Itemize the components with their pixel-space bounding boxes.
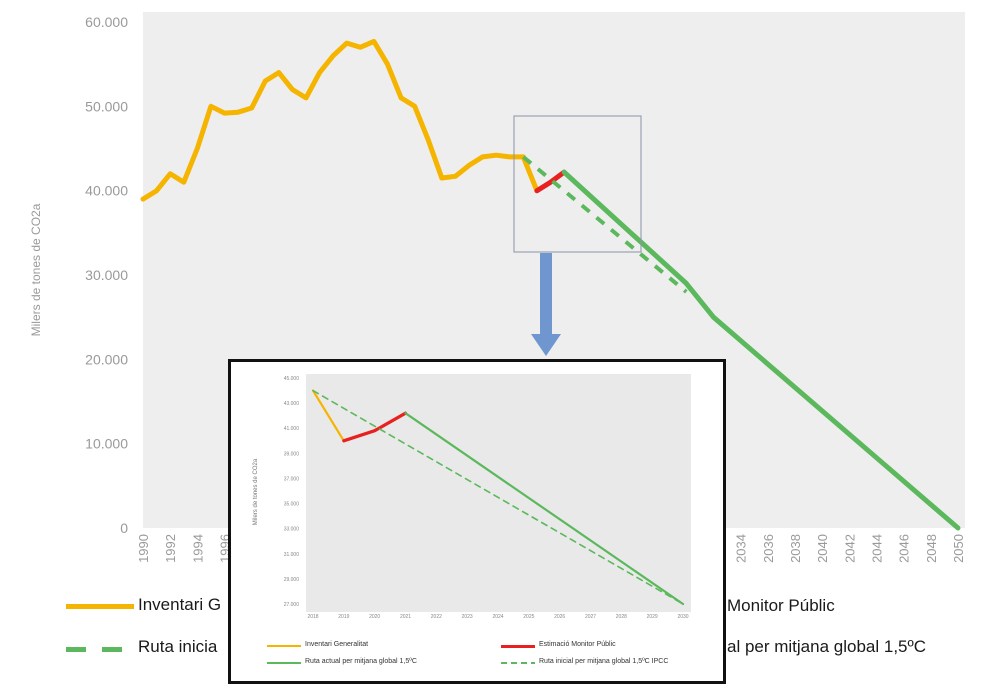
y-tick-label: 40.000 <box>85 183 128 199</box>
y-axis-ticks: 0 10.000 20.000 30.000 40.000 50.000 60.000 <box>85 14 128 536</box>
x-tick-label: 2038 <box>788 534 803 563</box>
inset-x-tick-label: 2019 <box>338 614 349 620</box>
inset-legend-label-inventari: Inventari Generalitat <box>305 641 369 648</box>
legend-swatch-inventari <box>66 604 134 609</box>
inset-x-tick-label: 2023 <box>462 614 473 620</box>
inset-legend-label-monitor: Estimació Monitor Públic <box>539 641 616 648</box>
series-line-ruta-actual-per-mitjana-global-1-5-c <box>561 169 961 531</box>
x-tick-label: 2046 <box>897 534 912 563</box>
zoom-arrow <box>531 253 561 356</box>
main-series <box>140 38 961 531</box>
legend-swatch-ruta-inicial <box>66 647 130 652</box>
y-tick-label: 10.000 <box>85 436 128 452</box>
inset-x-tick-label: 2020 <box>369 614 380 620</box>
inset-x-tick-label: 2028 <box>616 614 627 620</box>
inset-x-tick-label: 2025 <box>523 614 534 620</box>
inset-y-tick-label: 29.000 <box>284 577 300 583</box>
y-tick-label: 50.000 <box>85 98 128 114</box>
inset-x-tick-label: 2022 <box>431 614 442 620</box>
x-tick-label: 2044 <box>870 534 885 563</box>
inset-legend-swatch-inventari <box>267 645 301 647</box>
inset-series-line-ruta-actual-per-mitjana-global-1-5-c <box>404 412 685 606</box>
inset-y-tick-label: 41.000 <box>284 426 300 432</box>
x-tick-label: 2040 <box>815 534 830 563</box>
inset-y-tick-label: 35.000 <box>284 502 300 508</box>
inset-series <box>311 389 685 606</box>
inset-legend-swatch-ruta-actual <box>267 662 301 664</box>
inset-y-axis-ticks: 27.000 29.000 31.000 33.000 35.000 37.000 39.0… <box>284 376 300 608</box>
x-tick-label: 2048 <box>924 534 939 563</box>
inset-x-tick-label: 2018 <box>307 614 318 620</box>
inset-chart: 27.000 29.000 31.000 33.000 35.000 37.000 39.0… <box>253 374 691 620</box>
x-tick-label: 2050 <box>951 534 966 563</box>
inset-x-tick-label: 2021 <box>400 614 411 620</box>
inset-y-tick-label: 43.000 <box>284 401 300 407</box>
x-tick-label: 1992 <box>163 534 178 563</box>
y-tick-label: 20.000 <box>85 351 128 367</box>
x-tick-label: 1994 <box>190 534 205 563</box>
x-tick-label: 2034 <box>734 534 749 563</box>
series-line-inventari-generalitat <box>140 38 540 202</box>
inset-x-tick-label: 2030 <box>677 614 688 620</box>
inset-x-tick-label: 2027 <box>585 614 596 620</box>
x-tick-label: 2036 <box>761 534 776 563</box>
inset-y-tick-label: 37.000 <box>284 476 300 482</box>
inset-series-line-ruta-inicial-per-mitjana-global-1-5-c-ipcc <box>312 389 684 605</box>
inset-legend-label-ruta-inicial: Ruta inicial per mitjana global 1,5ºC IP… <box>539 658 669 665</box>
x-tick-label: 2042 <box>842 534 857 563</box>
inset-x-tick-label: 2024 <box>492 614 503 620</box>
y-tick-label: 0 <box>120 520 128 536</box>
legend-label-inventari: Inventari G <box>138 595 222 614</box>
inset-x-axis-ticks: 2018 2019 2020 2021 2022 2023 2024 2025 2026 2027… <box>307 614 688 620</box>
inset-x-tick-label: 2029 <box>647 614 658 620</box>
inset-legend-swatch-ruta-inicial <box>501 662 535 664</box>
series-line-ruta-inicial-per-mitjana-global-1-5-c-ipcc <box>522 155 688 294</box>
inset-y-tick-label: 45.000 <box>284 376 300 382</box>
inset-x-tick-label: 2026 <box>554 614 565 620</box>
y-tick-label: 30.000 <box>85 267 128 283</box>
inset-series-line-inventari-generalitat <box>311 389 345 442</box>
legend-label-monitor: Monitor Públic <box>727 596 835 615</box>
inset-y-tick-label: 33.000 <box>284 527 300 533</box>
inset-legend-label-ruta-actual: Ruta actual per mitjana global 1,5ºC <box>305 658 417 665</box>
zoom-region-box <box>513 115 642 253</box>
legend-label-ruta-actual: al per mitjana global 1,5ºC <box>727 637 926 656</box>
inset-legend-swatch-monitor <box>501 645 535 648</box>
y-axis-label: Milers de tones de CO2a <box>29 203 43 336</box>
inset-y-tick-label: 31.000 <box>284 552 300 558</box>
inset-y-tick-label: 39.000 <box>284 451 300 457</box>
series-line-estimaci-monitor-p-blic <box>534 169 567 194</box>
y-tick-label: 60.000 <box>85 14 128 30</box>
x-tick-label: 1990 <box>136 534 151 563</box>
inset-y-axis-label: Milers de tones de CO2a <box>253 458 259 525</box>
zoom-inset: 27.000 29.000 31.000 33.000 35.000 37.000 39.0… <box>228 359 726 684</box>
inset-series-line-estimaci-monitor-p-blic <box>342 411 408 443</box>
inset-plot-background <box>306 374 691 612</box>
legend-label-ruta-inicial: Ruta inicia <box>138 637 218 656</box>
inset-y-tick-label: 27.000 <box>284 602 300 608</box>
